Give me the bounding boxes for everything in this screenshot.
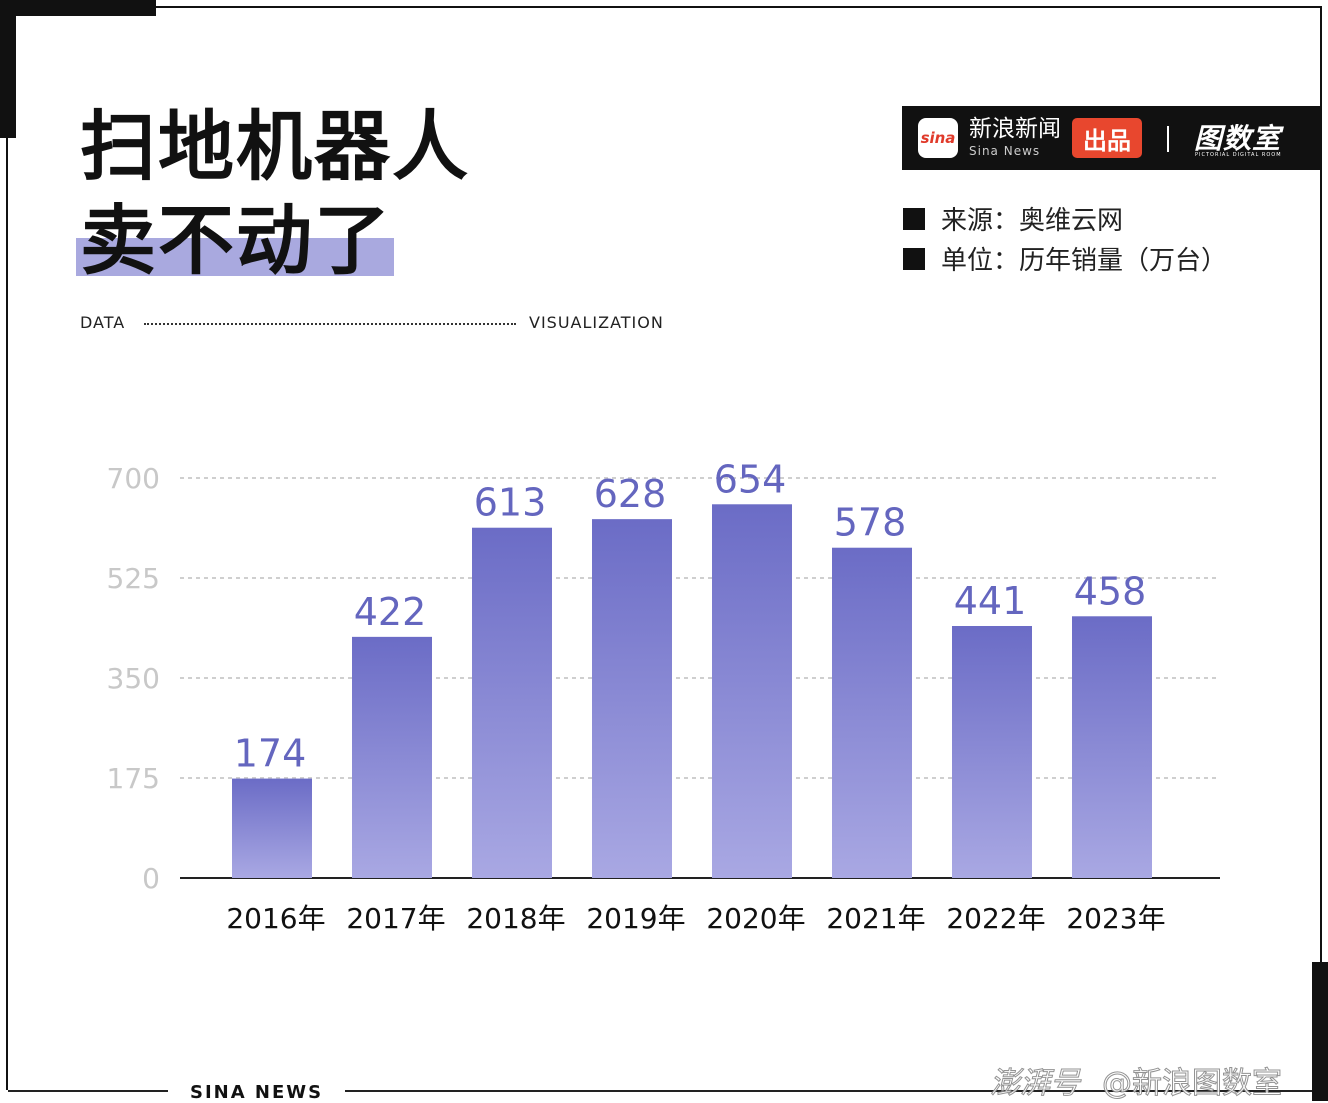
- bar: [592, 519, 672, 878]
- data-label: 458: [1074, 569, 1147, 613]
- brand-bar: sina 新浪新闻 Sina News 出品 图数室 PICTORIAL DIG…: [902, 106, 1322, 170]
- data-label: 174: [234, 732, 307, 776]
- bar-layer: [232, 504, 1152, 878]
- data-label: 441: [954, 579, 1027, 623]
- bar: [352, 636, 432, 878]
- bar: [472, 527, 552, 878]
- title-block: 扫地机器人 卖不动了: [76, 100, 470, 288]
- pictorial-room-sub: PICTORIAL DIGITAL ROOM: [1195, 152, 1282, 158]
- tagline: DATA VISUALIZATION: [80, 313, 670, 333]
- square-bullet-icon: [903, 207, 925, 230]
- x-tick-label: 2023年: [1066, 902, 1165, 935]
- brand-name: 新浪新闻: [969, 116, 1061, 142]
- x-tick-label: 2016年: [226, 902, 325, 935]
- tagline-right: VISUALIZATION: [529, 313, 664, 332]
- frame-line-left: [6, 138, 8, 1090]
- brand-sub: Sina News: [969, 144, 1041, 158]
- title-line-1: 扫地机器人: [80, 102, 470, 191]
- pictorial-room-logo: 图数室: [1194, 122, 1282, 155]
- watermark-right: @新浪图数室: [1102, 1066, 1283, 1102]
- brand-separator: [1167, 126, 1169, 152]
- bar: [832, 547, 912, 878]
- y-tick-label: 700: [107, 462, 160, 495]
- meta-source-text: 来源：奥维云网: [941, 206, 1124, 236]
- data-label: 422: [354, 590, 427, 634]
- bar: [952, 626, 1032, 878]
- frame-line-right: [1320, 6, 1322, 962]
- data-label: 578: [834, 501, 907, 545]
- x-tick-label: 2021年: [826, 902, 925, 935]
- footer-text: SINA NEWS: [190, 1082, 324, 1103]
- frame-corner-top-left: [0, 0, 156, 16]
- frame-edge-left: [0, 0, 16, 138]
- bar: [232, 778, 312, 878]
- x-tick-label: 2019年: [586, 902, 685, 935]
- tagline-dots: [144, 323, 516, 325]
- grid-layer: 0 175 350 525 700: [107, 462, 1220, 895]
- watermark-left: 澎湃号: [990, 1066, 1081, 1102]
- brand-badge: 出品: [1072, 118, 1142, 158]
- x-tick-label: 2017年: [346, 902, 445, 935]
- label-layer: 174 2016年 422 2017年 613 2018年 628 2019年 654 2020年…: [226, 457, 1165, 935]
- y-tick-label: 0: [142, 862, 160, 895]
- bar-chart: 0 175 350 525 700 174 2016年 422 2017年 613 2018年 62…: [107, 457, 1220, 935]
- x-tick-label: 2022年: [946, 902, 1045, 935]
- sina-logo-icon: sina: [918, 118, 958, 158]
- x-tick-label: 2018年: [466, 902, 565, 935]
- title-highlight: [76, 238, 394, 276]
- y-tick-label: 350: [107, 662, 160, 695]
- y-tick-label: 525: [107, 562, 160, 595]
- footer-line-right: [345, 1090, 1312, 1092]
- frame-corner-bottom-right: [1312, 962, 1328, 1101]
- footer-line-left: [8, 1090, 168, 1092]
- data-label: 654: [714, 457, 787, 501]
- x-tick-label: 2020年: [706, 902, 805, 935]
- data-label: 628: [594, 472, 667, 516]
- square-bullet-icon: [903, 247, 925, 270]
- bar: [1072, 616, 1152, 878]
- frame-line-top: [156, 6, 1322, 8]
- title-line-2: 卖不动了: [76, 194, 470, 288]
- meta-source: 来源：奥维云网: [903, 200, 1123, 237]
- meta-unit-text: 单位：历年销量（万台）: [941, 246, 1228, 276]
- y-tick-label: 175: [107, 762, 160, 795]
- data-label: 613: [474, 481, 547, 525]
- bar: [712, 504, 792, 878]
- tagline-left: DATA: [80, 313, 126, 332]
- meta-unit: 单位：历年销量（万台）: [903, 240, 1227, 277]
